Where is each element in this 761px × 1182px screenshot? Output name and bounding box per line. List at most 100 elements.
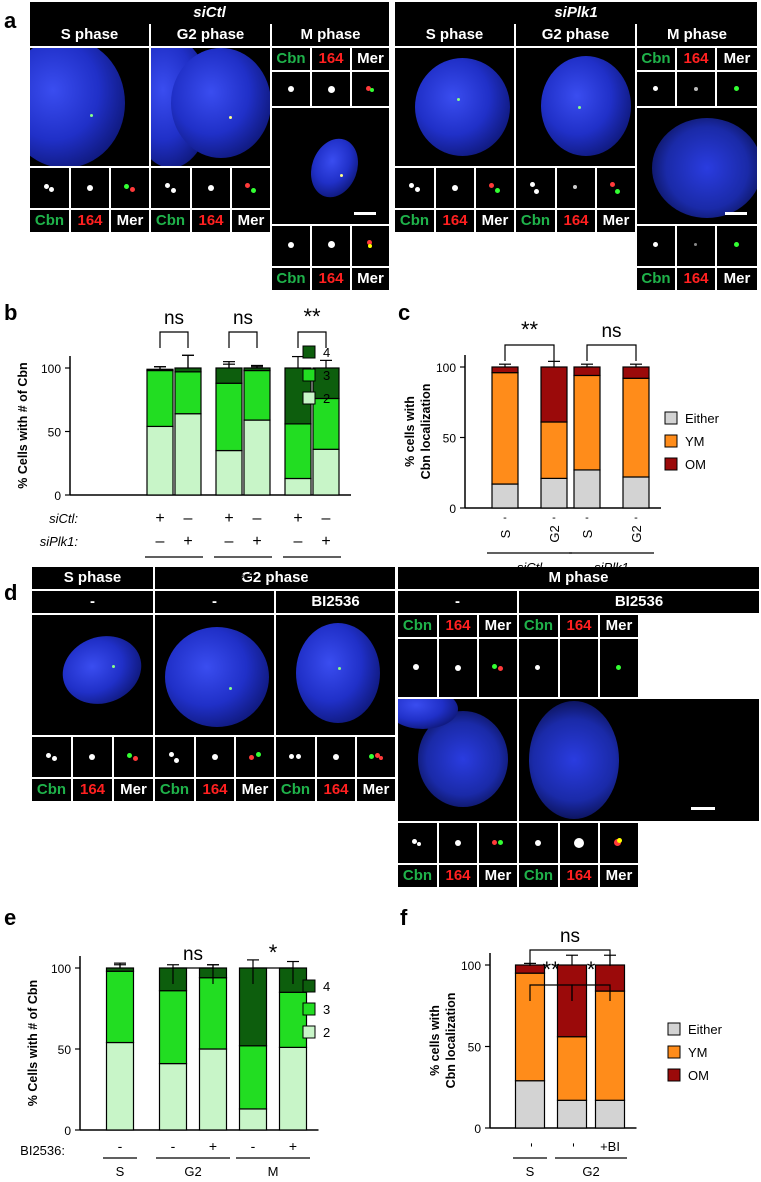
inset-image <box>32 737 71 777</box>
micrograph-nucleus <box>276 615 395 735</box>
significance-label: ** <box>521 317 539 342</box>
inset-image <box>398 639 437 697</box>
channel-label-merge: Mer <box>479 615 517 637</box>
bar-segment <box>594 1099 626 1129</box>
inset-image <box>717 226 757 266</box>
row-value: – <box>225 533 234 550</box>
y-tick-label: 100 <box>51 962 71 976</box>
inset-image <box>352 72 389 106</box>
legend-label: Either <box>688 1022 723 1037</box>
phase-header: M phase <box>398 567 759 589</box>
blank-area <box>640 615 759 697</box>
phase-header: G2 phase <box>516 24 635 46</box>
channel-label-merge: Mer <box>600 615 638 637</box>
channel-label-merge: Mer <box>476 210 514 232</box>
y-tick-label: 0 <box>474 1122 481 1136</box>
bar-segment <box>215 449 243 496</box>
row-value: – <box>294 533 303 550</box>
inset-image <box>357 737 395 777</box>
significance-bracket <box>297 331 327 348</box>
channel-label-merge: Mer <box>717 48 757 70</box>
significance-bracket <box>172 967 214 984</box>
micrograph-nucleus <box>398 699 517 821</box>
inset-image <box>192 168 230 208</box>
y-axis-label: % Cells with # of Cbn <box>26 980 40 1106</box>
inset-image <box>232 168 270 208</box>
bar-segment <box>622 366 650 379</box>
significance-bracket <box>228 331 258 348</box>
inset-image <box>114 737 153 777</box>
panel-label-f: f <box>400 905 408 930</box>
inset-image <box>352 226 389 266</box>
legend-swatch <box>667 1045 681 1059</box>
group-label: G2 <box>234 567 251 582</box>
bar-segment <box>215 382 243 452</box>
row-value: + <box>321 533 330 550</box>
legend-swatch <box>302 1025 316 1039</box>
panel-label-b: b <box>4 300 18 325</box>
channel-label-merge: Mer <box>597 210 635 232</box>
inset-image <box>560 639 598 697</box>
row-value: – <box>322 510 331 527</box>
row-label: siPlk1: <box>40 534 79 549</box>
legend-label: OM <box>685 457 706 472</box>
row-value: - <box>251 1138 256 1154</box>
y-axis-label: % Cells with # of Cbn <box>16 362 30 488</box>
legend-swatch <box>667 1022 681 1036</box>
blank-area <box>640 823 759 885</box>
bar-segment <box>284 477 312 496</box>
bar-segment <box>312 397 340 450</box>
bar-segment <box>174 367 202 373</box>
channel-label-merge: Mer <box>111 210 149 232</box>
channel-label-164: 164 <box>560 865 598 887</box>
channel-label-164: 164 <box>71 210 109 232</box>
y-tick-label: 50 <box>468 1041 482 1055</box>
tick-mark: - <box>503 512 507 524</box>
category-label: - <box>565 1143 580 1147</box>
bar-segment <box>540 477 568 509</box>
bar-segment <box>540 366 568 423</box>
inset-image <box>236 737 274 777</box>
group-label: siPlk1 <box>594 560 629 575</box>
group-label: G2 <box>582 1164 599 1179</box>
scale-bar <box>725 212 747 215</box>
inset-image <box>395 168 434 208</box>
bar-segment <box>556 1036 588 1101</box>
row-value: + <box>289 1138 297 1154</box>
legend-swatch <box>302 979 316 993</box>
y-tick-label: 0 <box>54 489 61 503</box>
micrograph-nucleus <box>519 699 759 821</box>
micrograph-nucleus <box>637 108 757 224</box>
micrograph-nucleus <box>32 615 153 735</box>
group-label: G2 <box>184 1164 201 1179</box>
bar-segment <box>174 413 202 496</box>
row-label: siCtl: <box>49 511 78 526</box>
bar-segment <box>278 1046 308 1131</box>
bar-segment <box>514 1080 546 1129</box>
inset-image <box>600 823 638 863</box>
significance-label: ** <box>303 304 321 329</box>
channel-label-cbn: Cbn <box>516 210 555 232</box>
group-label: M <box>307 567 318 582</box>
legend-label: Either <box>685 411 720 426</box>
category-label: G2 <box>547 525 562 542</box>
channel-label-merge: Mer <box>352 48 389 70</box>
channel-label-merge: Mer <box>717 268 757 290</box>
category-label: S <box>498 529 513 538</box>
significance-bracket <box>586 344 637 361</box>
y-axis-label: % cells with Cbn localization <box>403 384 433 480</box>
significance-bracket <box>529 949 611 966</box>
significance-label: ** <box>542 957 560 982</box>
significance-label: ns <box>560 926 580 947</box>
bar-segment <box>158 990 188 1065</box>
bar-segment <box>105 967 135 972</box>
bar-segment <box>158 1062 188 1131</box>
inset-image <box>312 226 350 266</box>
y-tick-label: 0 <box>449 502 456 516</box>
micrograph-nucleus <box>395 48 514 166</box>
bar-segment <box>105 1041 135 1131</box>
inset-image <box>155 737 194 777</box>
inset-image <box>111 168 149 208</box>
significance-bracket <box>159 331 189 348</box>
